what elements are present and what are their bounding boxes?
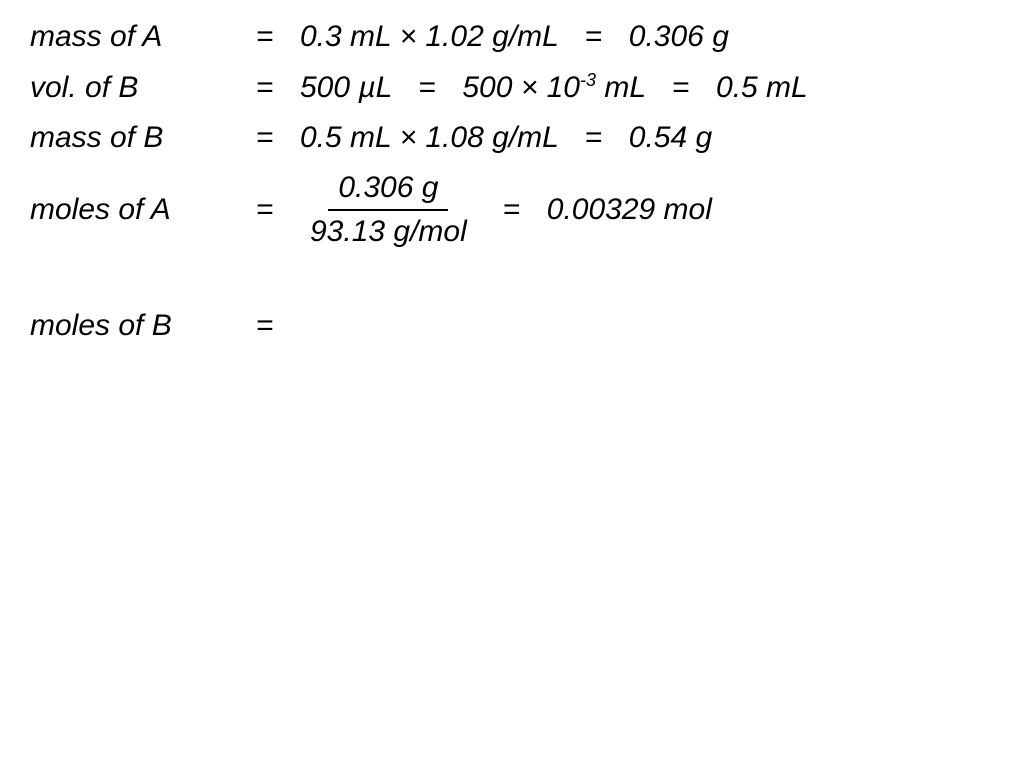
moles-a-result: 0.00329 mol — [547, 193, 712, 227]
equals-sign: = — [250, 121, 280, 155]
mass-b-line: mass of B = 0.5 mL × 1.08 g/mL = 0.54 g — [30, 121, 994, 155]
mass-b-expr: 0.5 mL × 1.08 g/mL — [300, 121, 559, 155]
mass-a-label: mass of A — [30, 20, 230, 54]
mass-a-expr: 0.3 mL × 1.02 g/mL — [300, 20, 559, 54]
vol-b-expr2-exp: -3 — [580, 70, 596, 90]
equals-sign: = — [497, 193, 527, 227]
vol-b-expr1: 500 µL — [300, 71, 392, 105]
mass-b-result: 0.54 g — [629, 121, 712, 155]
mass-a-result: 0.306 g — [629, 20, 729, 54]
moles-b-line: moles of B = — [30, 309, 994, 343]
equals-sign: = — [250, 20, 280, 54]
moles-a-numerator: 0.306 g — [328, 171, 448, 211]
moles-a-line: moles of A = 0.306 g 93.13 g/mol = 0.003… — [30, 171, 994, 249]
mass-b-label: mass of B — [30, 121, 230, 155]
equals-sign: = — [250, 309, 280, 343]
mass-a-line: mass of A = 0.3 mL × 1.02 g/mL = 0.306 g — [30, 20, 994, 54]
vol-b-result: 0.5 mL — [716, 71, 808, 105]
vol-b-expr2-post: mL — [596, 71, 646, 104]
vol-b-line: vol. of B = 500 µL = 500 × 10-3 mL = 0.5… — [30, 70, 994, 105]
equals-sign: = — [250, 193, 280, 227]
moles-a-label: moles of A — [30, 193, 230, 227]
equals-sign: = — [250, 71, 280, 105]
equals-sign: = — [579, 121, 609, 155]
moles-a-denominator: 93.13 g/mol — [300, 211, 477, 249]
moles-b-label: moles of B — [30, 309, 230, 343]
vol-b-expr2-pre: 500 × 10 — [462, 71, 580, 104]
vol-b-expr2: 500 × 10-3 mL — [462, 70, 646, 105]
moles-a-fraction: 0.306 g 93.13 g/mol — [300, 171, 477, 249]
equals-sign: = — [579, 20, 609, 54]
equals-sign: = — [666, 71, 696, 105]
vol-b-label: vol. of B — [30, 71, 230, 105]
equals-sign: = — [412, 71, 442, 105]
